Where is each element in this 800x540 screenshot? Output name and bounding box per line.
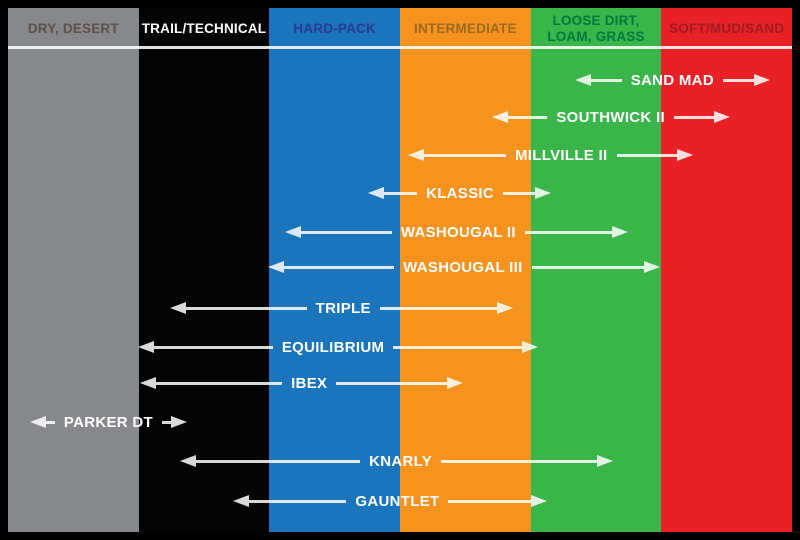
arrow-line [448,499,531,503]
arrow-line [284,265,395,269]
arrowhead-left-icon [575,74,591,86]
tire-range-row: TRIPLE [170,295,513,321]
arrow-line [503,191,535,195]
tire-name-label: MILLVILLE II [515,146,608,164]
terrain-header-label: DRY, DESERT [27,20,119,36]
tire-name-label: IBEX [291,374,328,392]
arrow-line [186,306,307,310]
arrowhead-right-icon [612,226,628,238]
terrain-header-label: HARD-PACK [293,20,376,36]
arrow-line [336,381,447,385]
arrowhead-left-icon [30,416,46,428]
tire-range-row: WASHOUGAL III [268,254,660,280]
arrowhead-left-icon [170,302,186,314]
arrow-line [154,345,273,349]
tire-name-label: SOUTHWICK II [556,108,665,126]
arrow-line [591,78,622,82]
arrow-line [722,78,754,82]
arrowhead-right-icon [677,149,693,161]
tire-range-row: SOUTHWICK II [492,104,730,130]
arrow-line [393,345,522,349]
arrowhead-left-icon [268,261,284,273]
tire-name-label: EQUILIBRIUM [281,338,385,356]
terrain-header-label: TRAIL/TECHNICAL [141,20,267,36]
tire-range-row: WASHOUGAL II [285,219,628,245]
arrow-line [616,153,677,157]
arrow-line [46,420,55,424]
arrow-line [524,230,612,234]
tire-range-row: GAUNTLET [233,488,547,514]
tire-range-row: MILLVILLE II [408,142,693,168]
tire-range-row: KNARLY [180,448,613,474]
tire-name-label: WASHOUGAL II [400,223,516,241]
terrain-column: INTERMEDIATE [400,8,531,532]
arrowhead-left-icon [233,495,249,507]
arrowhead-right-icon [644,261,660,273]
arrowhead-right-icon [535,187,551,199]
chart-area: DRY, DESERT TRAIL/TECHNICAL HARD-PACK INTER… [8,8,792,532]
tire-name-label: PARKER DT [63,413,153,431]
header-separator-line [8,46,792,49]
terrain-header-label: INTERMEDIATE [414,20,517,36]
arrowhead-right-icon [754,74,770,86]
terrain-column: LOOSE DIRT, LOAM, GRASS [530,8,662,532]
arrowhead-left-icon [492,111,508,123]
arrowhead-left-icon [285,226,301,238]
terrain-column: HARD-PACK [269,8,400,532]
arrow-line [379,306,497,310]
terrain-column: SOFT/MUD/SAND [661,8,792,532]
arrow-line [673,115,714,119]
arrow-line [424,153,507,157]
arrowhead-right-icon [531,495,547,507]
arrow-line [508,115,548,119]
tire-range-row: IBEX [140,370,463,396]
arrowhead-left-icon [140,377,156,389]
tire-name-label: TRIPLE [315,299,371,317]
arrowhead-right-icon [714,111,730,123]
terrain-column: TRAIL/TECHNICAL [138,8,270,532]
arrow-line [441,459,597,463]
arrow-line [249,499,347,503]
arrowhead-right-icon [597,455,613,467]
tire-name-label: KNARLY [369,452,433,470]
arrowhead-right-icon [497,302,513,314]
arrowhead-right-icon [447,377,463,389]
arrow-line [161,420,171,424]
arrowhead-left-icon [138,341,154,353]
arrow-line [301,230,392,234]
terrain-column: DRY, DESERT [8,8,139,532]
arrow-line [531,265,644,269]
arrowhead-left-icon [408,149,424,161]
tire-name-label: KLASSIC [426,184,494,202]
terrain-header-label: SOFT/MUD/SAND [669,20,785,36]
arrowhead-right-icon [522,341,538,353]
tire-name-label: GAUNTLET [355,492,440,510]
terrain-header-label: LOOSE DIRT, LOAM, GRASS [547,13,645,44]
tire-range-row: EQUILIBRIUM [138,334,538,360]
arrowhead-left-icon [180,455,196,467]
arrowhead-right-icon [171,416,187,428]
tire-name-label: SAND MAD [630,71,714,89]
tire-range-row: SAND MAD [575,67,770,93]
arrow-line [384,191,418,195]
tire-name-label: WASHOUGAL III [403,258,523,276]
arrowhead-left-icon [368,187,384,199]
arrow-line [196,459,361,463]
tire-range-row: KLASSIC [368,180,551,206]
tire-range-row: PARKER DT [30,409,187,435]
arrow-line [156,381,283,385]
